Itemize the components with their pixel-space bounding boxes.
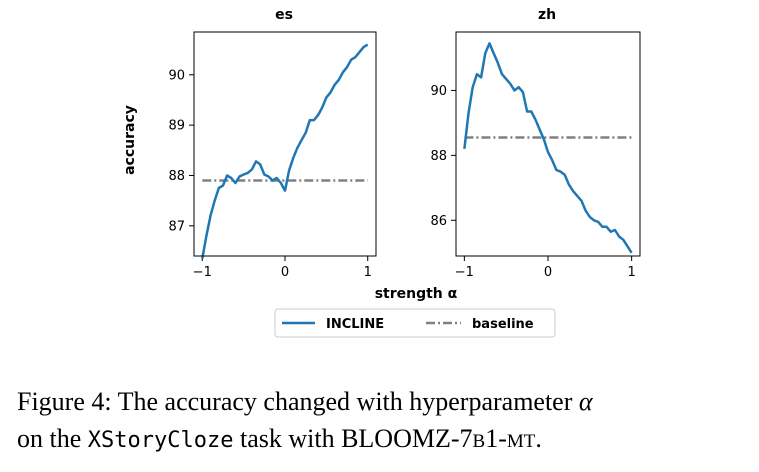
caption-model-name: BLOOMZ-7 <box>341 424 473 453</box>
legend-box <box>274 308 556 338</box>
caption-model-one: 1- <box>485 424 507 453</box>
panel-title-es: es <box>275 7 293 23</box>
caption-text-line2: on the <box>17 424 88 453</box>
x-axis-label: strength α <box>375 286 458 302</box>
series-line-incline-zh <box>463 42 633 254</box>
y-tick-label: 89 <box>168 119 185 134</box>
y-tick-label: 88 <box>168 169 185 184</box>
y-tick-label: 90 <box>168 68 185 83</box>
x-tick-label: 0 <box>281 265 289 280</box>
panel-zh: zh −1 0 1 86 88 90 <box>430 7 641 280</box>
x-tick-label: 0 <box>544 265 552 280</box>
y-tick-label: 90 <box>430 84 447 99</box>
plot-area-zh: −1 0 1 86 88 90 <box>430 42 636 280</box>
y-tick-label: 88 <box>430 149 447 164</box>
caption-alpha-symbol: α <box>578 387 593 416</box>
axes-frame-es <box>193 31 377 257</box>
x-tick-label: −1 <box>193 265 212 280</box>
y-tick-label: 86 <box>430 214 447 229</box>
y-axis-label: accuracy <box>122 105 138 175</box>
plot-area-es: −1 0 1 87 88 89 90 <box>168 43 372 280</box>
panel-es: es accuracy −1 0 1 87 88 89 90 <box>122 7 377 280</box>
x-tick-label: 1 <box>627 265 635 280</box>
y-tick-label: 87 <box>168 219 185 234</box>
x-tick-label: −1 <box>455 265 474 280</box>
axes-frame-zh <box>455 31 641 257</box>
caption-task-name: XStoryCloze <box>87 428 234 453</box>
legend-label-baseline: baseline <box>472 317 534 332</box>
panel-title-zh: zh <box>538 7 556 23</box>
legend-label-incline: INCLINE <box>326 317 384 332</box>
x-tick-label: 1 <box>364 265 372 280</box>
caption-model-mt: MT <box>506 431 536 452</box>
caption-text: Figure 4: The accuracy changed with hype… <box>17 387 579 416</box>
caption-model-b: B <box>472 431 486 452</box>
caption-text-mid: task with <box>233 424 342 453</box>
caption-end: . <box>535 424 542 453</box>
series-line-incline-es <box>201 43 369 259</box>
legend: INCLINE baseline <box>274 308 556 338</box>
figure-caption: Figure 4: The accuracy changed with hype… <box>17 383 752 460</box>
